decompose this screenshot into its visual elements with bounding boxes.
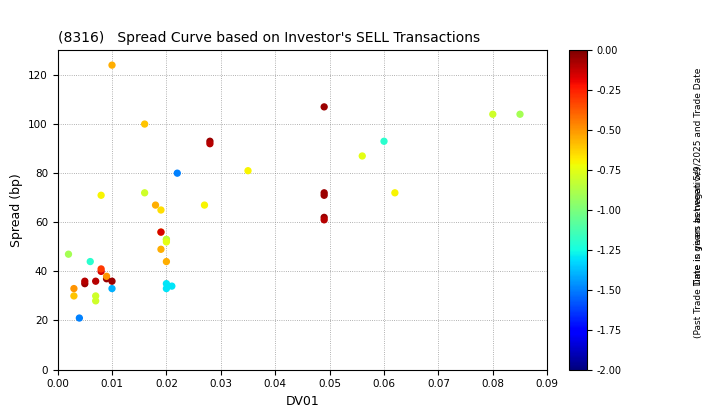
Point bbox=[156, 229, 167, 236]
Point bbox=[139, 189, 150, 196]
Point bbox=[101, 273, 112, 280]
Point bbox=[107, 278, 118, 285]
Point bbox=[156, 207, 167, 213]
Point bbox=[171, 170, 183, 176]
Point bbox=[101, 276, 112, 282]
Point bbox=[73, 315, 85, 321]
Point bbox=[378, 138, 390, 144]
Point bbox=[161, 285, 172, 292]
Point bbox=[487, 111, 498, 118]
Point bbox=[90, 293, 102, 299]
Point bbox=[318, 216, 330, 223]
Point bbox=[199, 202, 210, 208]
Point bbox=[204, 138, 216, 144]
Point bbox=[79, 278, 91, 285]
Point bbox=[84, 258, 96, 265]
X-axis label: DV01: DV01 bbox=[286, 395, 319, 408]
Point bbox=[161, 236, 172, 243]
Point bbox=[156, 229, 167, 236]
Point bbox=[204, 140, 216, 147]
Text: (Past Trade Date is given as negative): (Past Trade Date is given as negative) bbox=[694, 166, 703, 338]
Point bbox=[318, 189, 330, 196]
Point bbox=[63, 251, 74, 257]
Point bbox=[68, 293, 80, 299]
Point bbox=[389, 189, 400, 196]
Point bbox=[161, 239, 172, 245]
Point bbox=[166, 283, 178, 289]
Point bbox=[356, 152, 368, 159]
Point bbox=[107, 62, 118, 68]
Point bbox=[95, 268, 107, 275]
Point bbox=[95, 265, 107, 272]
Point bbox=[161, 258, 172, 265]
Point bbox=[79, 280, 91, 287]
Point bbox=[139, 121, 150, 127]
Y-axis label: Spread (bp): Spread (bp) bbox=[9, 173, 22, 247]
Point bbox=[161, 236, 172, 243]
Point bbox=[68, 285, 80, 292]
Point bbox=[95, 192, 107, 199]
Text: (8316)   Spread Curve based on Investor's SELL Transactions: (8316) Spread Curve based on Investor's … bbox=[58, 31, 480, 45]
Point bbox=[156, 246, 167, 253]
Point bbox=[90, 297, 102, 304]
Point bbox=[318, 214, 330, 221]
Point bbox=[242, 167, 253, 174]
Point bbox=[318, 103, 330, 110]
Point bbox=[318, 192, 330, 199]
Text: Time in years between 5/9/2025 and Trade Date: Time in years between 5/9/2025 and Trade… bbox=[694, 67, 703, 286]
Point bbox=[514, 111, 526, 118]
Point bbox=[161, 280, 172, 287]
Point bbox=[150, 202, 161, 208]
Point bbox=[107, 285, 118, 292]
Point bbox=[90, 278, 102, 285]
